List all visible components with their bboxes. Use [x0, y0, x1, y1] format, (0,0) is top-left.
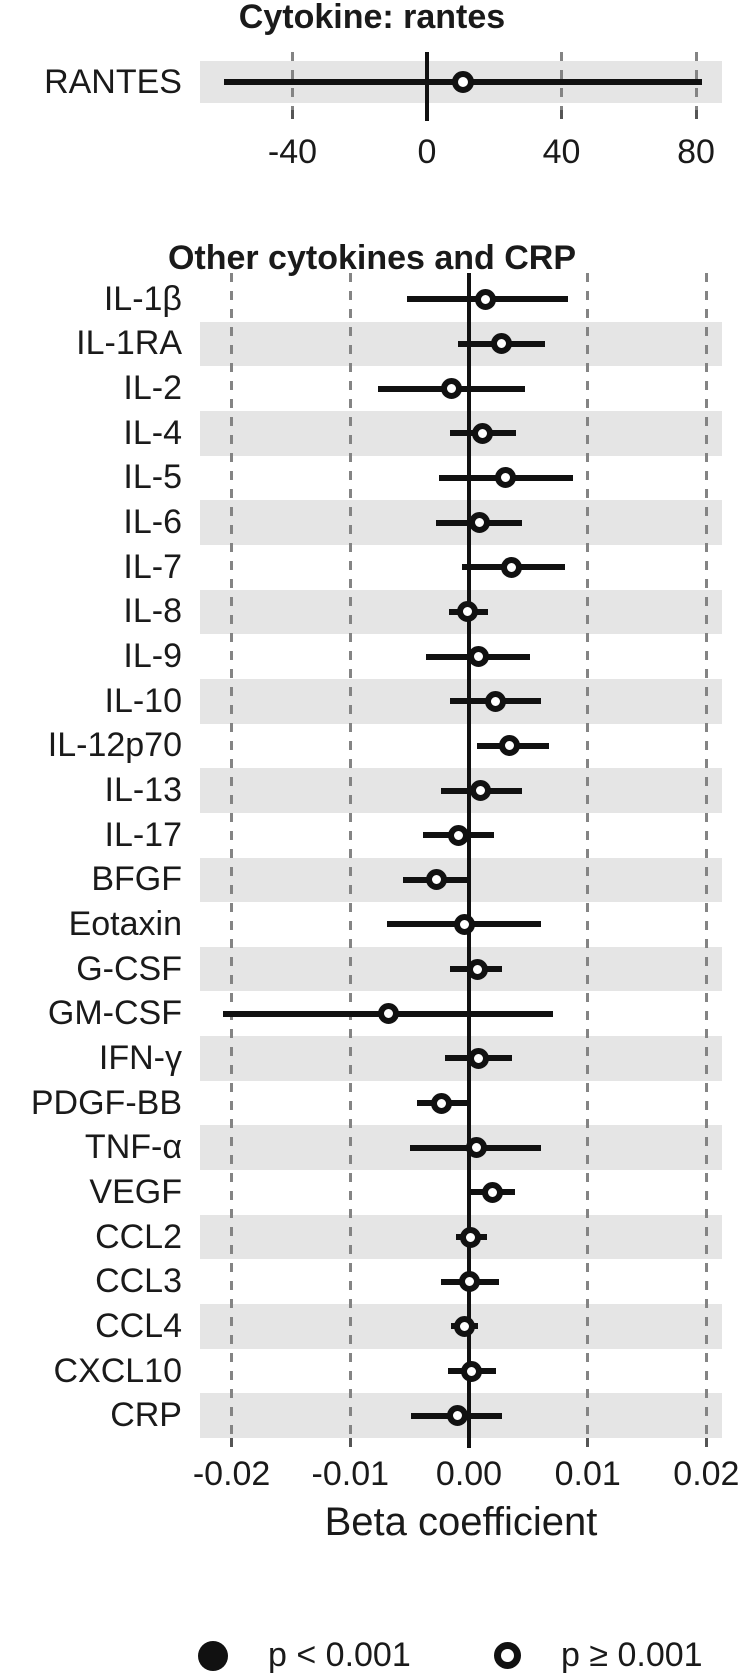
zero-gridline: [467, 273, 471, 1448]
point-estimate-open: [466, 958, 488, 980]
x-tick-label: 0.02: [673, 1455, 740, 1493]
point-estimate-open: [440, 378, 462, 400]
x-tick-label: 0.01: [554, 1455, 621, 1493]
row-label: CRP: [110, 1396, 182, 1435]
row-label: IL-17: [104, 815, 183, 854]
point-estimate-open: [453, 1315, 475, 1337]
point-estimate-open: [453, 913, 475, 935]
point-estimate-open: [482, 1181, 504, 1203]
x-tick-label: -0.02: [192, 1455, 271, 1493]
panel1-title: Cytokine: rantes: [238, 0, 506, 36]
legend-label: p < 0.001: [268, 1636, 411, 1674]
point-estimate-open: [465, 1137, 487, 1159]
row-label: IL-12p70: [47, 726, 182, 765]
point-estimate-open: [495, 467, 517, 489]
open-circle-icon: [494, 1642, 521, 1669]
row-label: CCL2: [95, 1217, 182, 1256]
panel2-title: Other cytokines and CRP: [167, 239, 577, 277]
point-estimate-open: [451, 71, 474, 93]
row-label: TNF-α: [84, 1128, 182, 1167]
zero-gridline: [425, 52, 429, 121]
row-label: IL-7: [123, 547, 182, 586]
panel2-row-labels: IL-1β IL-1RA IL-2 IL-4 IL-5 IL-6 IL-7 IL-8 IL-9 I…: [0, 277, 182, 1438]
point-estimate-open: [470, 780, 492, 802]
point-estimate-open: [426, 869, 448, 891]
row-label: IL-13: [104, 771, 183, 809]
row-label: IFN-γ: [98, 1038, 182, 1077]
x-tick-label: 40: [542, 133, 581, 171]
dashed-gridline: [704, 273, 708, 1438]
row-label: IL-1RA: [76, 324, 182, 363]
axis-tick: [704, 1438, 708, 1447]
axis-tick: [586, 1438, 590, 1447]
axis-tick: [560, 110, 563, 119]
point-estimate-open: [459, 1226, 481, 1248]
legend: p < 0.001 p ≥ 0.001: [0, 1632, 744, 1679]
panel1-plot-area: [200, 52, 722, 121]
panel2-plot-area: [200, 273, 722, 1448]
x-tick-label: 0: [417, 133, 437, 171]
row-label: GM-CSF: [47, 994, 182, 1033]
point-estimate-open: [458, 1271, 480, 1293]
row-label: VEGF: [89, 1172, 182, 1211]
point-estimate-open: [501, 556, 523, 578]
row-label: IL-8: [123, 592, 182, 631]
x-tick-label: 80: [677, 133, 715, 171]
panel1-x-tick-labels: -40 0 40 80: [0, 132, 744, 172]
row-label: G-CSF: [76, 949, 182, 988]
row-label: RANTES: [44, 62, 182, 101]
row-label: BFGF: [91, 860, 182, 899]
legend-label: p ≥ 0.001: [561, 1636, 703, 1674]
panel1-row-labels: RANTES: [0, 54, 182, 110]
row-label: CCL3: [95, 1262, 182, 1301]
x-tick-label: -0.01: [311, 1455, 390, 1493]
axis-tick: [348, 1438, 352, 1447]
x-tick-label: 0.00: [435, 1455, 503, 1493]
point-estimate-open: [467, 646, 489, 668]
row-label: CXCL10: [53, 1351, 182, 1390]
legend-item-p-ge-001: p ≥ 0.001: [494, 1632, 703, 1679]
dashed-gridline: [586, 273, 590, 1438]
row-label: IL-1β: [103, 279, 182, 318]
point-estimate-open: [484, 690, 506, 712]
panel2-x-tick-labels: -0.02 -0.01 0.00 0.01 0.02: [0, 1454, 744, 1494]
row-label: IL-10: [104, 681, 183, 720]
point-estimate-open: [431, 1092, 453, 1114]
axis-tick: [291, 110, 294, 119]
row-label: IL-4: [123, 413, 182, 452]
row-label: IL-2: [123, 369, 182, 408]
x-axis-title: Beta coefficient: [324, 1500, 598, 1544]
x-tick-label: -40: [267, 133, 318, 171]
point-estimate-open: [467, 1047, 489, 1069]
axis-tick: [230, 1438, 234, 1447]
row-label: CCL4: [95, 1306, 182, 1345]
filled-circle-icon: [198, 1640, 228, 1671]
point-estimate-open: [460, 1360, 482, 1382]
legend-item-p-lt-001: p < 0.001: [198, 1632, 411, 1679]
point-estimate-open: [469, 512, 491, 534]
dashed-gridline: [230, 273, 234, 1438]
point-estimate-open: [447, 824, 469, 846]
row-label: IL-9: [123, 637, 182, 676]
row-label: Eotaxin: [68, 904, 182, 943]
point-estimate-open: [446, 1405, 468, 1427]
point-estimate-open: [471, 422, 493, 444]
dashed-gridline: [348, 273, 352, 1438]
row-label: IL-5: [123, 458, 182, 497]
point-estimate-open: [490, 333, 512, 355]
row-label: PDGF-BB: [30, 1083, 182, 1122]
point-estimate-open: [475, 288, 497, 310]
point-estimate-open: [498, 735, 520, 757]
point-estimate-open: [377, 1003, 399, 1025]
point-estimate-open: [457, 601, 479, 623]
row-label: IL-6: [123, 503, 182, 542]
axis-tick: [694, 110, 698, 119]
